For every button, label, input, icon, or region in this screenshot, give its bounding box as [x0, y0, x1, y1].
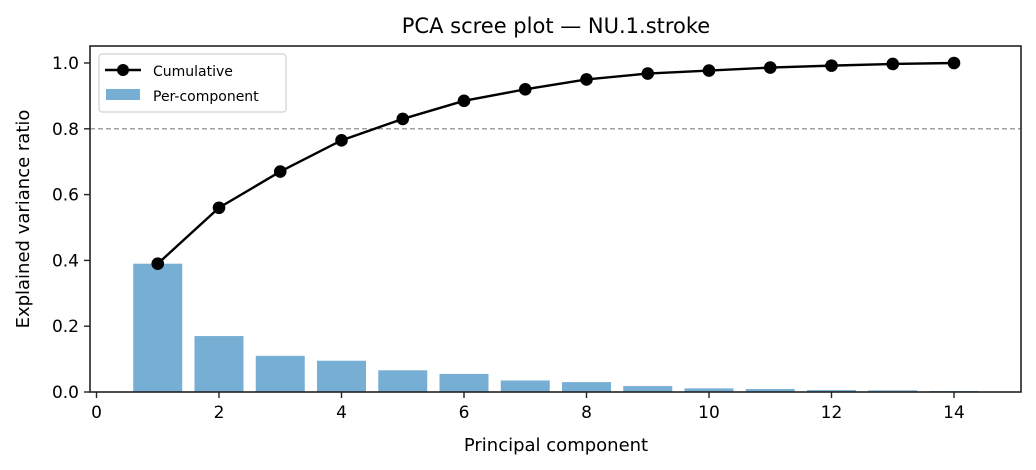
- cumulative-point-4: [335, 134, 348, 147]
- cumulative-markers: [151, 56, 961, 270]
- cumulative-point-6: [457, 94, 471, 108]
- bar-component-5: [378, 370, 428, 392]
- chart-title: PCA scree plot — NU.1.stroke: [402, 14, 710, 38]
- y-axis-label: Explained variance ratio: [13, 110, 34, 329]
- legend-box: [98, 53, 287, 113]
- x-axis-ticks: 0 2 4 6 8 10 12 14: [91, 392, 965, 423]
- x-tick-label: 12: [821, 403, 843, 423]
- x-tick-label: 10: [698, 403, 720, 423]
- cumulative-point-11: [763, 61, 777, 74]
- legend-label-per-component: Per-component: [153, 89, 259, 105]
- legend-marker-icon: [117, 64, 129, 76]
- legend: Cumulative Per-component: [98, 53, 287, 113]
- cumulative-point-13: [886, 57, 900, 71]
- plot-frame: [89, 45, 1022, 393]
- bar-component-13: [868, 390, 918, 392]
- x-tick-label: 2: [214, 403, 225, 423]
- bar-component-12: [807, 390, 856, 392]
- bar-component-8: [562, 382, 611, 392]
- legend-bar-swatch: [106, 89, 140, 100]
- cumulative-point-1: [151, 257, 165, 270]
- y-axis-ticks: 0.0 0.2 0.4 0.6 0.8 1.0: [52, 54, 90, 403]
- x-tick-label: 0: [91, 403, 102, 423]
- bar-component-1: [133, 263, 183, 392]
- bar-component-7: [500, 380, 550, 392]
- bar-component-10: [684, 388, 734, 392]
- x-tick-label: 14: [943, 403, 965, 423]
- bar-component-2: [194, 336, 244, 392]
- y-tick-label: 0.6: [52, 186, 79, 206]
- cumulative-point-14: [947, 56, 961, 70]
- per-component-bars: [133, 263, 979, 392]
- cumulative-point-7: [518, 83, 532, 96]
- bar-component-11: [745, 389, 795, 392]
- x-tick-label: 6: [459, 403, 470, 423]
- y-tick-label: 0.0: [52, 383, 79, 403]
- y-tick-label: 0.8: [52, 120, 79, 140]
- bar-component-3: [255, 355, 305, 392]
- cumulative-line: [156, 61, 955, 265]
- cumulative-point-8: [580, 73, 593, 86]
- legend-label-cumulative: Cumulative: [153, 64, 233, 80]
- cumulative-point-10: [702, 64, 716, 77]
- cumulative-point-12: [825, 59, 838, 72]
- bar-component-6: [439, 373, 489, 392]
- y-tick-label: 1.0: [52, 54, 79, 74]
- cumulative-point-9: [641, 67, 655, 80]
- bar-component-9: [623, 386, 673, 392]
- x-axis-label: Principal component: [464, 435, 648, 456]
- y-tick-label: 0.4: [52, 251, 79, 271]
- x-tick-label: 4: [336, 403, 347, 423]
- x-tick-label: 8: [581, 403, 592, 423]
- bar-component-4: [317, 360, 366, 392]
- y-tick-label: 0.2: [52, 317, 79, 337]
- cumulative-point-5: [396, 112, 410, 126]
- cumulative-point-2: [212, 201, 226, 215]
- cumulative-point-3: [273, 165, 287, 178]
